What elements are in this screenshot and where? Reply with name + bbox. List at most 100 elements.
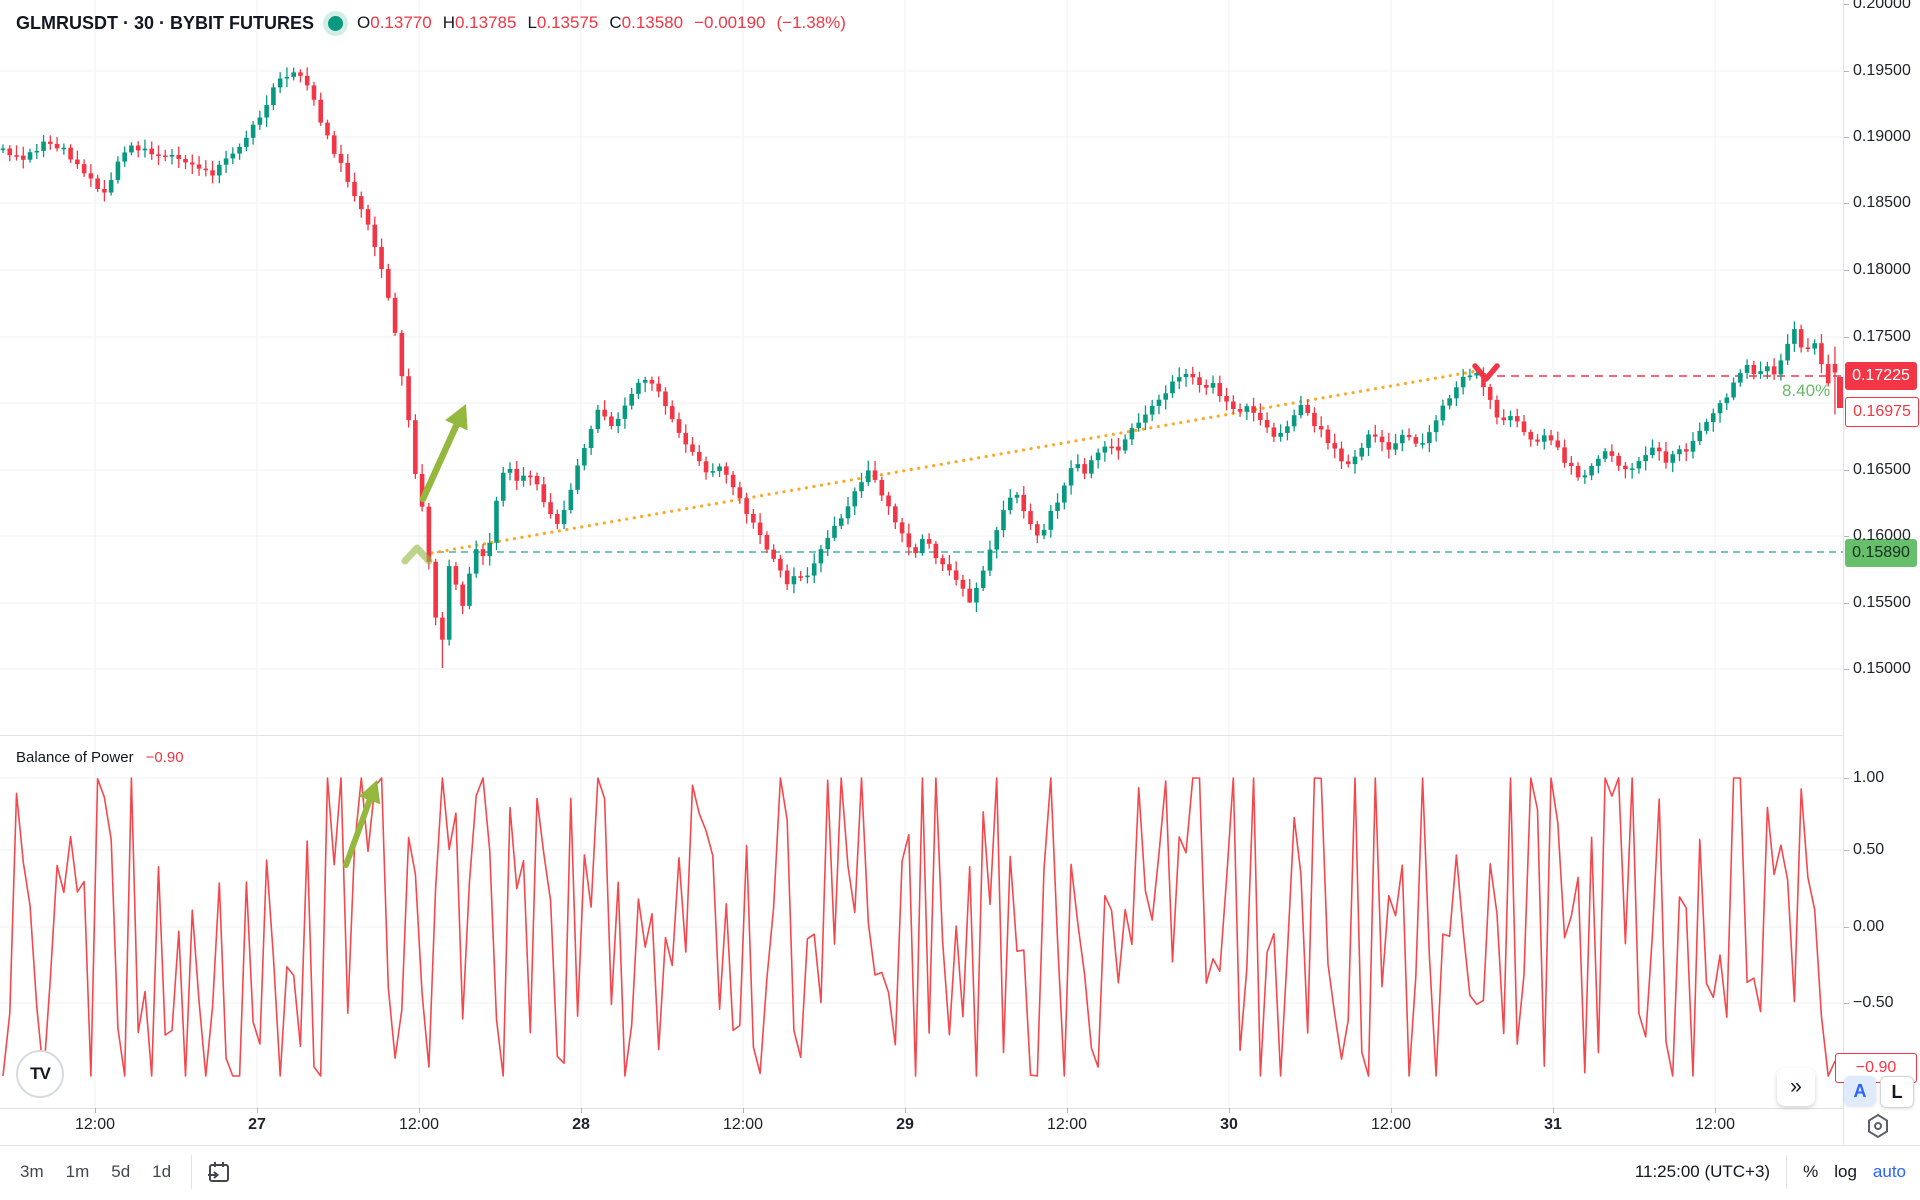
price-axis-tick bbox=[1844, 470, 1849, 471]
ohlc-item: C0.13580 bbox=[609, 13, 684, 32]
indicator-axis-label: 0.50 bbox=[1853, 841, 1885, 858]
auto-scale-toggle[interactable]: auto bbox=[1872, 1162, 1906, 1181]
indicator-axis-label: 1.00 bbox=[1853, 769, 1885, 786]
time-axis-label: 29 bbox=[896, 1116, 914, 1133]
pane-divider[interactable] bbox=[0, 735, 1920, 736]
time-axis-tick bbox=[1715, 1108, 1716, 1113]
time-axis-tick bbox=[1391, 1108, 1392, 1113]
time-axis-tick bbox=[257, 1108, 258, 1113]
time-axis-tick bbox=[905, 1108, 906, 1113]
scale-settings-icon[interactable] bbox=[1864, 1112, 1892, 1140]
ohlc-item: H0.13785 bbox=[442, 13, 517, 32]
auto-scale-button[interactable]: A bbox=[1844, 1076, 1876, 1106]
price-axis-tick bbox=[1844, 337, 1849, 338]
interval-5d-button[interactable]: 5d bbox=[111, 1162, 131, 1181]
time-axis-label: 30 bbox=[1220, 1116, 1238, 1133]
interval-1m-button[interactable]: 1m bbox=[65, 1162, 90, 1181]
price-axis-label: 0.19000 bbox=[1853, 128, 1911, 145]
price-axis-label: 0.16000 bbox=[1853, 527, 1911, 544]
candlestick-pane[interactable] bbox=[0, 0, 1843, 735]
time-axis-label: 28 bbox=[572, 1116, 590, 1133]
candles-layer bbox=[0, 67, 1838, 668]
price-axis-label: 0.19500 bbox=[1853, 62, 1911, 79]
price-axis-label: 0.17500 bbox=[1853, 328, 1911, 345]
price-axis-label: 0.16500 bbox=[1853, 461, 1911, 478]
red-down-chevron-annotation[interactable] bbox=[1472, 363, 1500, 382]
symbol-legend[interactable]: GLMRUSDT · 30 · BYBIT FUTURES O0.13770 H0… bbox=[16, 9, 846, 37]
last-price-badge: 0.17225 bbox=[1845, 362, 1917, 390]
log-scale-toggle[interactable]: log bbox=[1834, 1162, 1857, 1181]
interval-3m-button[interactable]: 3m bbox=[20, 1162, 44, 1181]
entry-price-badge: 0.15890 bbox=[1845, 539, 1917, 567]
connection-status-dot bbox=[328, 15, 344, 31]
price-axis-tick bbox=[1844, 536, 1849, 537]
price-axis-tick bbox=[1844, 603, 1849, 604]
time-axis-label: 12:00 bbox=[1046, 1116, 1088, 1133]
time-axis-tick bbox=[95, 1108, 96, 1113]
bop-line-series bbox=[2, 777, 1836, 1077]
change-value: −0.00190 bbox=[694, 13, 766, 32]
toolbar-separator bbox=[0, 1145, 1920, 1146]
price-axis-label: 0.18500 bbox=[1853, 194, 1911, 211]
range-buttons: 3m 1m 5d 1d bbox=[14, 1158, 177, 1186]
small-up-arrow-annotation[interactable] bbox=[401, 544, 433, 565]
ohlc-item: O0.13770 bbox=[357, 13, 432, 32]
indicator-axis-label: −0.50 bbox=[1853, 994, 1894, 1011]
indicator-name[interactable]: Balance of Power bbox=[16, 749, 134, 766]
time-axis-label: 31 bbox=[1544, 1116, 1562, 1133]
price-axis-tick bbox=[1844, 669, 1849, 670]
indicator-pane[interactable] bbox=[0, 735, 1843, 1108]
bottom-toolbar-left: 3m 1m 5d 1d bbox=[14, 1152, 232, 1192]
clock-timezone-button[interactable]: 11:25:00 (UTC+3) bbox=[1634, 1162, 1771, 1181]
toolbar-divider bbox=[1786, 1155, 1788, 1189]
toolbar-divider bbox=[191, 1155, 193, 1189]
interval-1d-button[interactable]: 1d bbox=[152, 1162, 172, 1181]
time-axis-label: 12:00 bbox=[398, 1116, 440, 1133]
price-axis-tick bbox=[1844, 203, 1849, 204]
price-axis-label: 0.15500 bbox=[1853, 594, 1911, 611]
time-axis-tick bbox=[1229, 1108, 1230, 1113]
price-axis[interactable]: 0.17225 0.16975 0.15890 0.20000 0.19500 0.… bbox=[1844, 0, 1920, 1145]
ohlc-values: O0.13770 H0.13785 L0.13575 C0.13580 −0.00190… bbox=[357, 13, 846, 33]
time-axis-label: 12:00 bbox=[1370, 1116, 1412, 1133]
profit-percent-label: 8.40% bbox=[1782, 381, 1831, 400]
price-axis-label: 0.18000 bbox=[1853, 261, 1911, 278]
time-axis-tick bbox=[581, 1108, 582, 1113]
alert-price-badge: 0.16975 bbox=[1845, 397, 1919, 427]
price-axis-tick bbox=[1844, 4, 1849, 5]
price-axis-tick bbox=[1844, 71, 1849, 72]
indicator-axis-tick bbox=[1844, 778, 1849, 779]
time-axis-tick bbox=[743, 1108, 744, 1113]
indicator-axis-tick bbox=[1844, 850, 1849, 851]
time-axis-label: 27 bbox=[248, 1116, 266, 1133]
indicator-legend[interactable]: Balance of Power −0.90 bbox=[16, 749, 184, 766]
time-axis-separator bbox=[0, 1108, 1920, 1109]
go-to-date-icon[interactable] bbox=[206, 1159, 232, 1185]
price-axis-label: 0.15000 bbox=[1853, 660, 1911, 677]
percent-scale-button[interactable]: % bbox=[1803, 1162, 1819, 1181]
time-axis-tick bbox=[1553, 1108, 1554, 1113]
grid-lines bbox=[0, 0, 1843, 735]
time-axis-label: 12:00 bbox=[722, 1116, 764, 1133]
tradingview-logo-icon[interactable]: TV bbox=[16, 1050, 64, 1098]
ohlc-item: L0.13575 bbox=[527, 13, 599, 32]
indicator-value: −0.90 bbox=[145, 749, 184, 766]
price-axis-tick bbox=[1844, 137, 1849, 138]
time-axis-tick bbox=[1067, 1108, 1068, 1113]
indicator-value-badge: −0.90 bbox=[1835, 1053, 1917, 1083]
price-axis-tick bbox=[1844, 270, 1849, 271]
symbol-title[interactable]: GLMRUSDT · 30 · BYBIT FUTURES bbox=[16, 12, 315, 33]
log-scale-button[interactable]: L bbox=[1880, 1076, 1914, 1108]
indicator-axis-tick bbox=[1844, 1003, 1849, 1004]
collapse-pane-button[interactable]: » bbox=[1777, 1068, 1815, 1106]
price-axis-separator bbox=[1843, 0, 1844, 1145]
time-axis-label: 12:00 bbox=[1694, 1116, 1736, 1133]
time-axis-tick bbox=[419, 1108, 420, 1113]
price-axis-label: 0.20000 bbox=[1853, 0, 1911, 12]
time-axis-label: 12:00 bbox=[74, 1116, 116, 1133]
indicator-axis-tick bbox=[1844, 927, 1849, 928]
indicator-axis-label: 0.00 bbox=[1853, 918, 1885, 935]
dotted-trendline[interactable] bbox=[430, 369, 1479, 555]
change-percent: (−1.38%) bbox=[776, 13, 846, 32]
